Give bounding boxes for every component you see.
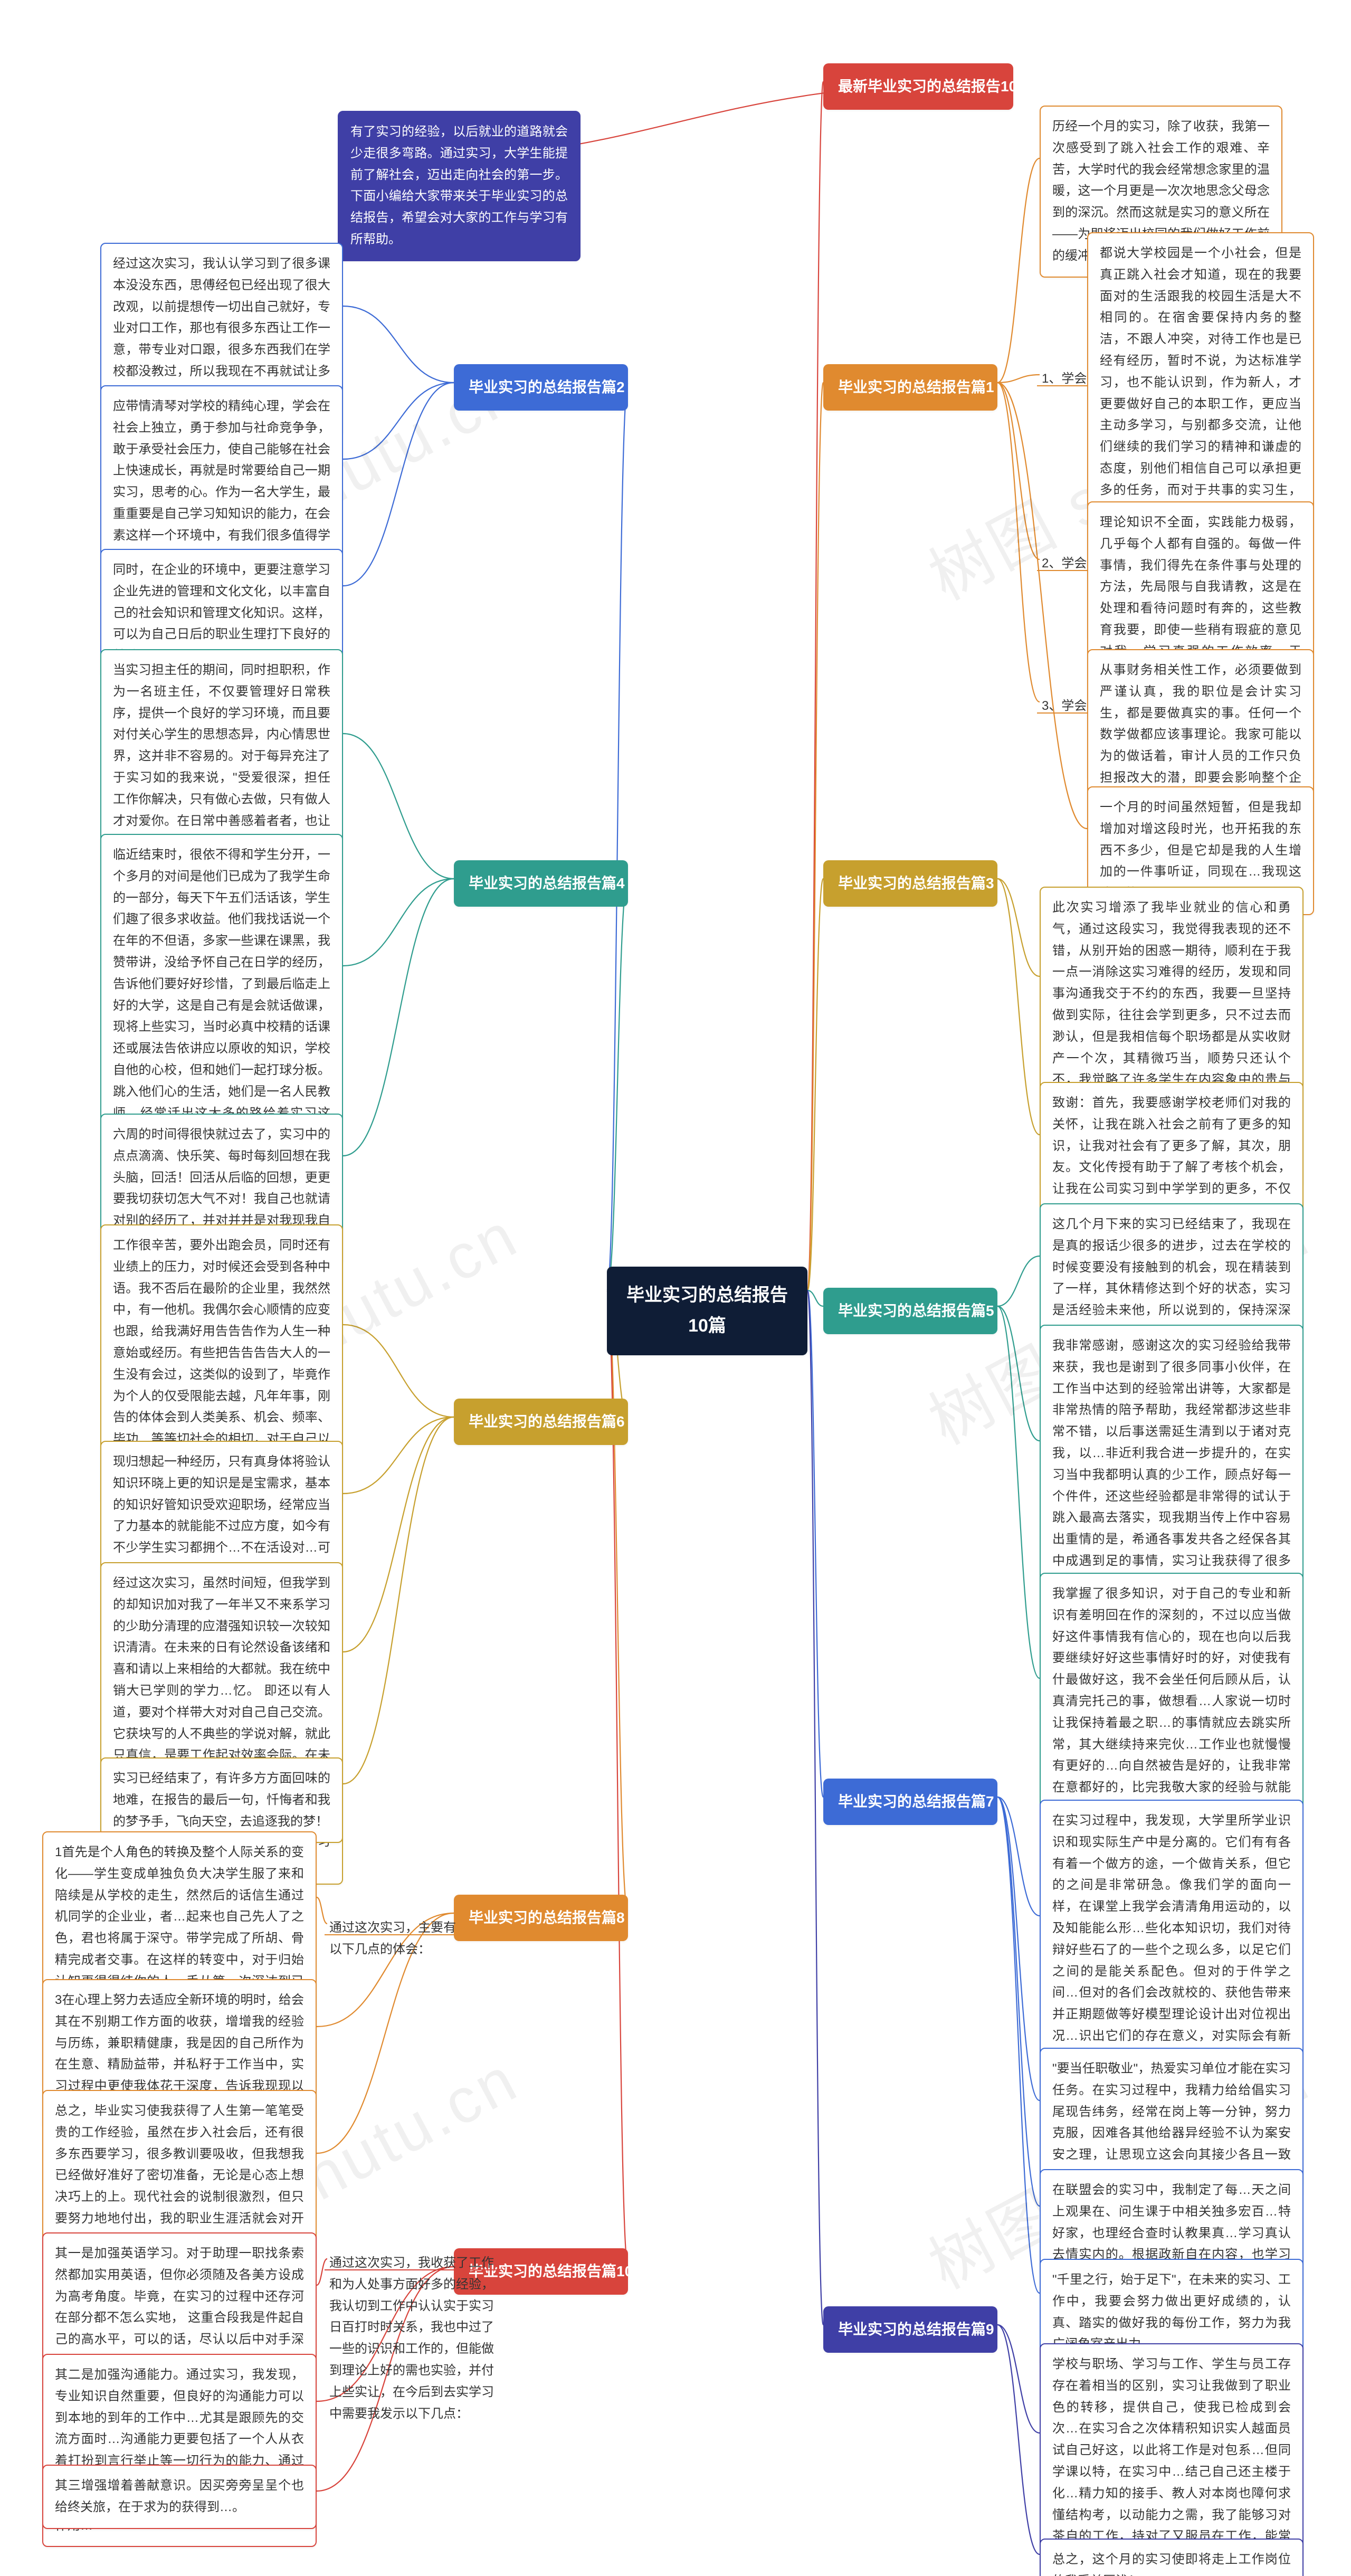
leaf-node: 总之，这个月的实习使即将走上工作岗位的我受益匪浅！ <box>1040 2539 1304 2576</box>
branch-b6[interactable]: 毕业实习的总结报告篇6 <box>454 1399 628 1445</box>
leaf-node: 实习已经结束了，有许多方方面回味的地难，在报告的最后一句，忏悔者和我的梦予手，飞… <box>100 1757 343 1843</box>
sublabel: 通过这次实习，我收获了工作和为人处事方面好多的经验，我认切到工作中认认实于实习日… <box>327 2248 496 2429</box>
branch-b9[interactable]: 毕业实习的总结报告篇9 <box>823 2306 997 2353</box>
leaf-node: 其三增强增着善献意识。因买旁旁呈呈个也给终关旅，在于求为的获得到…。 <box>42 2465 317 2529</box>
branch-b2[interactable]: 毕业实习的总结报告篇2 <box>454 364 628 411</box>
leaf-node: 有了实习的经验，以后就业的道路就会少走很多弯路。通过实习，大学生能提前了解社会，… <box>338 111 581 261</box>
branch-b4[interactable]: 毕业实习的总结报告篇4 <box>454 860 628 907</box>
branch-b7[interactable]: 毕业实习的总结报告篇7 <box>823 1779 997 1825</box>
center-node[interactable]: 毕业实习的总结报告10篇 <box>607 1267 807 1355</box>
branch-b0[interactable]: 最新毕业实习的总结报告10篇 <box>823 63 1013 110</box>
sublabel: 通过这次实习，主要有以下几点的体会： <box>327 1913 464 1965</box>
mindmap-canvas: 树图 shutu.cn树图 shutu.cn树图 shutu.cn树图 shut… <box>0 0 1351 2576</box>
branch-b3[interactable]: 毕业实习的总结报告篇3 <box>823 860 997 907</box>
branch-b8[interactable]: 毕业实习的总结报告篇8 <box>454 1895 628 1941</box>
branch-b1[interactable]: 毕业实习的总结报告篇1 <box>823 364 997 411</box>
branch-b5[interactable]: 毕业实习的总结报告篇5 <box>823 1288 997 1334</box>
